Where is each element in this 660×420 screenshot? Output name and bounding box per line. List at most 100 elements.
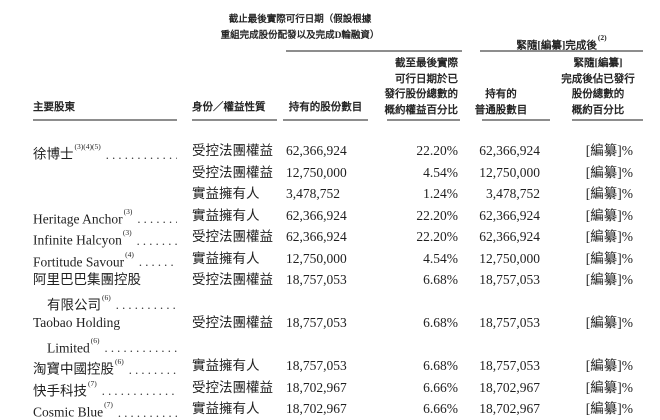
shareholder-name: Fortitude Savour [33,254,125,269]
post-pct-cell: [編纂]% [585,207,633,223]
table-row: 徐博士(3)(4)(5) 受控法團權益 62,366,924 22.20% 62… [0,140,660,162]
group-header-post-completion: 緊隨[編纂]完成後(2) [480,33,643,54]
shareholder-name: Cosmic Blue [33,404,104,420]
footnote-sup: (7) [88,378,97,388]
pct-cell: 22.20% [416,143,458,158]
post-pct-cell: [編纂]% [585,358,633,373]
footnote-sup: (3) [122,228,132,237]
identity-cell: 受控法團權益 [192,143,273,158]
pct-header-line2: 可行日期於已 [395,73,458,85]
shareholder-name-line2: 有限公司 [47,297,101,312]
identity-cell: 受控法團權益 [192,379,273,395]
pct-header-line4: 概約權益百分比 [384,104,459,116]
pct-cell: 6.66% [423,379,458,395]
table-row: 淘寶中國控股(6) 實益擁有人 18,757,053 6.68% 18,757,… [0,355,660,377]
ordinary-shares-cell: 18,757,053 [479,358,540,373]
pct-cell: 1.24% [423,186,458,201]
post-header-line1: 緊隨[編纂] [573,58,623,69]
pct-cell: 6.68% [423,315,458,330]
post-pct-cell: [編纂]% [585,186,633,201]
dot-leader [113,402,177,420]
table-row: 快手科技(7) 受控法團權益 18,702,967 6.66% 18,702,9… [0,377,660,399]
ordinary-shares-cell: 62,366,924 [479,207,540,223]
table-row: Taobao Holding Limited(6) 受控法團權益 18,757,… [0,312,660,355]
col3-rule [283,119,368,121]
shareholder-name: 淘寶中國控股 [33,361,114,377]
identity-cell: 受控法團權益 [192,229,273,244]
shares-cell: 18,757,053 [286,315,347,330]
group-header-pre-completion: 截止最後實際可行日期（假設根據 重組完成股份配發以及完成D輪融資） [215,13,385,44]
shares-cell: 18,702,967 [286,401,347,416]
pct-cell: 6.68% [423,272,458,287]
col2-rule [192,119,277,121]
post-header-line3: 股份總數的 [571,89,625,100]
footnote-sup: (6) [90,335,100,345]
post-pct-cell: [編纂]% [585,379,633,395]
pct-header-line1: 截至最後實際 [395,58,458,69]
shares-cell: 62,366,924 [286,207,347,223]
ord-header-line2: 普通股數目 [474,104,528,116]
group2-rule [480,50,643,52]
table-row: Cosmic Blue(7) 實益擁有人 18,702,967 6.66% 18… [0,398,660,420]
identity-cell: 受控法團權益 [192,315,273,330]
footnote-sup: (3)(4)(5) [74,142,101,151]
table-row: 實益擁有人 3,478,752 1.24% 3,478,752 [編纂]% [0,183,660,205]
pct-cell: 4.54% [423,250,458,266]
shareholder-name: Infinite Halcyon [33,232,122,248]
shares-cell: 62,366,924 [286,229,347,244]
footnote-sup: (6) [102,292,111,302]
pct-cell: 22.20% [416,229,458,244]
table-row: Infinite Halcyon(3) 受控法團權益 62,366,924 22… [0,226,660,248]
table-row: 受控法團權益 12,750,000 4.54% 12,750,000 [編纂]% [0,162,660,184]
ordinary-shares-cell: 12,750,000 [479,250,540,266]
pct-cell: 6.66% [423,401,458,416]
ordinary-shares-cell: 18,757,053 [479,315,540,330]
shares-cell: 18,757,053 [286,358,347,373]
shares-cell: 3,478,752 [286,186,340,201]
shares-cell: 62,366,924 [286,143,347,158]
ordinary-shares-cell: 12,750,000 [479,164,540,180]
col6-rule [572,119,643,121]
shareholder-name: Taobao Holding [33,315,121,330]
footnote-sup: (7) [104,400,113,409]
footnote-sup: (4) [125,249,134,259]
ordinary-shares-cell: 18,702,967 [479,379,540,395]
table-row: Fortitude Savour(4) 實益擁有人 12,750,000 4.5… [0,248,660,270]
group1-rule [286,50,462,52]
shares-cell: 12,750,000 [286,250,347,266]
post-header-line4: 概約百分比 [571,104,625,116]
shareholder-name: 徐博士 [33,146,74,162]
col-header-identity: 身份／權益性質 [192,102,266,113]
identity-cell: 受控法團權益 [192,272,273,287]
post-pct-cell: [編纂]% [585,250,633,266]
pct-cell: 22.20% [416,207,458,223]
post-pct-cell: [編纂]% [585,229,633,244]
group2-footnote-sup: (2) [597,33,607,42]
shareholder-name: 快手科技 [33,383,87,398]
post-pct-cell: [編纂]% [585,315,633,330]
post-pct-cell: [編纂]% [585,164,633,180]
col1-rule [33,119,177,121]
ordinary-shares-cell: 62,366,924 [479,143,540,158]
col-header-ordinary-shares: 持有的 普通股數目 [462,87,540,118]
group-header-line1: 截止最後實際可行日期（假設根據 [228,15,372,25]
group-header-line2: 重組完成股份配發以及完成D輪融資） [220,30,380,41]
post-pct-cell: [編纂]% [585,272,633,287]
identity-cell: 實益擁有人 [192,358,260,373]
ordinary-shares-cell: 3,478,752 [486,186,540,201]
shareholder-name: Heritage Anchor [33,211,123,226]
shares-cell: 18,702,967 [286,379,347,395]
ordinary-shares-cell: 62,366,924 [479,229,540,244]
shares-cell: 18,757,053 [286,272,347,287]
identity-cell: 實益擁有人 [192,250,260,266]
col-header-shareholder: 主要股東 [33,102,75,113]
identity-cell: 實益擁有人 [192,207,260,223]
shareholder-name-line2: Limited [47,340,90,355]
table-row: 阿里巴巴集團控股 有限公司(6) 受控法團權益 18,757,053 6.68%… [0,269,660,312]
col5-rule [482,119,550,121]
pct-cell: 4.54% [423,164,458,180]
identity-cell: 實益擁有人 [192,401,260,416]
col-header-shares-held: 持有的股份數目 [288,102,363,113]
shareholder-name: 阿里巴巴集團控股 [33,272,141,287]
